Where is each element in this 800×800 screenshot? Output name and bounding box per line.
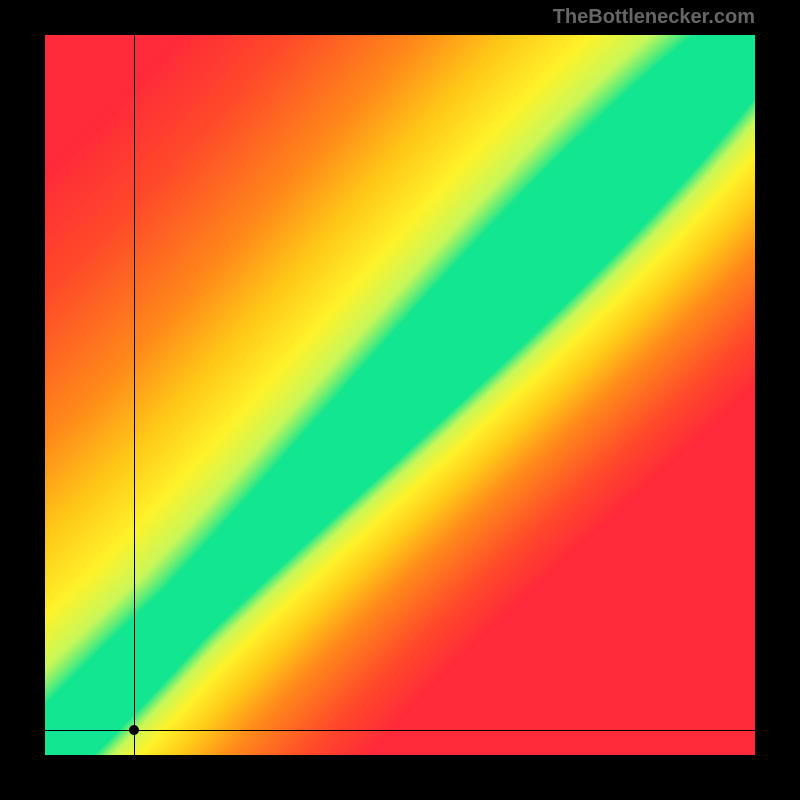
heatmap-canvas [45,35,755,755]
watermark-text: TheBottlenecker.com [553,6,755,29]
crosshair-vertical [134,35,135,755]
crosshair-horizontal [45,730,755,731]
crosshair-marker [129,725,139,735]
heatmap-plot [45,35,755,755]
